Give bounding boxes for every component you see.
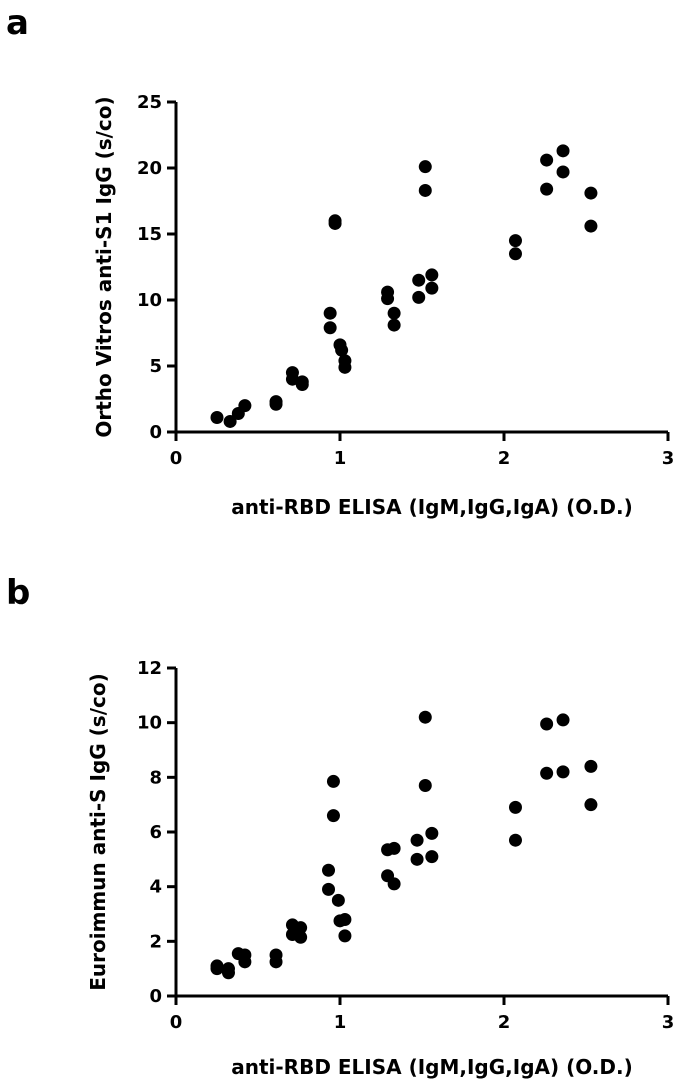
y-tick-label: 2: [149, 931, 162, 952]
data-point: [381, 292, 395, 306]
data-point: [294, 921, 308, 935]
data-point: [338, 929, 352, 943]
data-point: [425, 826, 439, 840]
data-point: [210, 962, 224, 976]
y-axis-title: Ortho Vitros anti-S1 IgG (s/co): [92, 96, 116, 437]
x-tick-label: 0: [170, 448, 183, 469]
y-tick-label: 20: [137, 158, 162, 179]
data-point: [508, 247, 522, 261]
x-tick-label: 3: [662, 448, 675, 469]
data-point: [425, 268, 439, 282]
panel-letter: b: [6, 573, 30, 613]
data-point: [556, 765, 570, 779]
panel-a: a 0 1 2 3 0 5 10 15 20 25 anti-RBD ELISA (IgM,IgG,I…: [6, 3, 674, 519]
y-tick-label: 10: [137, 713, 162, 734]
data-point: [335, 343, 349, 357]
data-point: [323, 321, 337, 335]
panel-letter: a: [6, 3, 29, 43]
y-tick-label: 15: [137, 224, 162, 245]
data-point: [269, 955, 283, 969]
data-point: [387, 306, 401, 320]
data-point: [418, 710, 432, 724]
data-point: [331, 893, 345, 907]
x-axis-title: anti-RBD ELISA (IgM,IgG,IgA) (O.D.): [231, 495, 633, 519]
data-point: [584, 186, 598, 200]
data-point: [294, 930, 308, 944]
data-point: [508, 833, 522, 847]
data-point: [387, 841, 401, 855]
data-point: [322, 882, 336, 896]
x-axis-title: anti-RBD ELISA (IgM,IgG,IgA) (O.D.): [231, 1055, 633, 1079]
data-point: [326, 809, 340, 823]
data-point: [425, 850, 439, 864]
y-tick-label: 6: [149, 822, 162, 843]
x-tick-label: 2: [498, 1012, 511, 1033]
data-point: [556, 165, 570, 179]
data-point: [418, 183, 432, 197]
data-point: [338, 360, 352, 374]
data-point: [285, 372, 299, 386]
data-point: [508, 234, 522, 248]
data-point: [584, 759, 598, 773]
data-point: [323, 306, 337, 320]
y-tick-label: 12: [137, 658, 162, 679]
data-point: [295, 377, 309, 391]
x-tick-label: 1: [334, 1012, 347, 1033]
y-tick-label: 5: [149, 356, 162, 377]
data-point: [210, 410, 224, 424]
data-point: [238, 399, 252, 413]
y-tick-label: 4: [149, 877, 162, 898]
data-point: [508, 800, 522, 814]
x-tick-label: 0: [170, 1012, 183, 1033]
x-tick-label: 1: [334, 448, 347, 469]
data-point: [540, 182, 554, 196]
y-axis-title: Euroimmun anti-S IgG (s/co): [86, 673, 110, 991]
data-point: [410, 833, 424, 847]
y-tick-label: 25: [137, 92, 162, 113]
x-tick-label: 3: [662, 1012, 675, 1033]
data-point: [418, 160, 432, 174]
data-point: [338, 912, 352, 926]
y-tick-label: 0: [149, 422, 162, 443]
data-point: [584, 219, 598, 233]
y-tick-label: 0: [149, 986, 162, 1007]
data-point: [540, 717, 554, 731]
data-point: [412, 273, 426, 287]
data-point: [238, 955, 252, 969]
data-point: [387, 877, 401, 891]
data-point: [556, 713, 570, 727]
x-tick-label: 2: [498, 448, 511, 469]
data-point: [540, 766, 554, 780]
data-point: [269, 397, 283, 411]
data-point: [326, 774, 340, 788]
data-point: [540, 153, 554, 167]
data-point: [412, 290, 426, 304]
data-point: [322, 863, 336, 877]
data-point: [410, 852, 424, 866]
data-point: [387, 318, 401, 332]
data-point: [221, 966, 235, 980]
y-tick-label: 10: [137, 290, 162, 311]
data-point: [418, 779, 432, 793]
y-tick-label: 8: [149, 767, 162, 788]
data-point: [425, 281, 439, 295]
data-point: [328, 216, 342, 230]
data-point: [584, 798, 598, 812]
data-point: [223, 414, 237, 428]
data-point: [556, 144, 570, 158]
